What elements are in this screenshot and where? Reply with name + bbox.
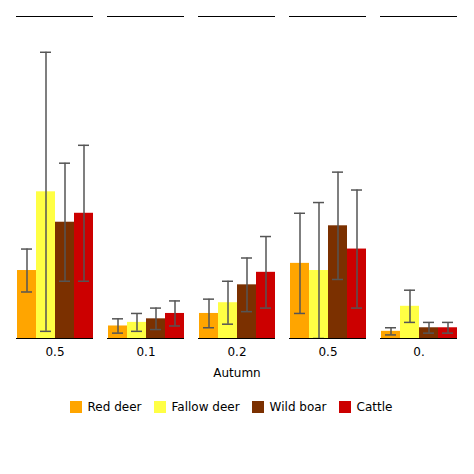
svg-text:0.: 0. — [413, 345, 424, 359]
svg-text:0.5: 0.5 — [45, 345, 64, 359]
svg-text:0.2: 0.2 — [227, 345, 246, 359]
svg-text:0.1: 0.1 — [136, 345, 155, 359]
html-text:Fallow deer: Fallow deer — [171, 399, 240, 414]
svg-text:Autumn: Autumn — [213, 366, 260, 380]
svg-text:0.5: 0.5 — [318, 345, 337, 359]
html-text:Wild boar: Wild boar — [269, 399, 327, 414]
html-text:Red deer: Red deer — [87, 399, 142, 414]
html-text:Cattle: Cattle — [356, 399, 393, 414]
